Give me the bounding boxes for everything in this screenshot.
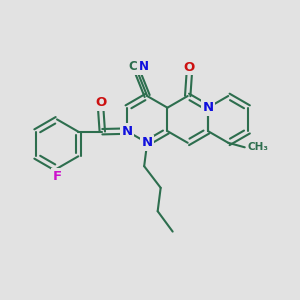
- Text: N: N: [121, 124, 133, 138]
- Text: N: N: [139, 60, 149, 74]
- Text: CH₃: CH₃: [247, 142, 268, 152]
- Text: O: O: [184, 61, 195, 74]
- Text: N: N: [202, 101, 214, 114]
- Text: N: N: [142, 136, 153, 149]
- Text: C: C: [128, 60, 137, 74]
- Text: O: O: [95, 96, 106, 109]
- Text: F: F: [52, 169, 62, 183]
